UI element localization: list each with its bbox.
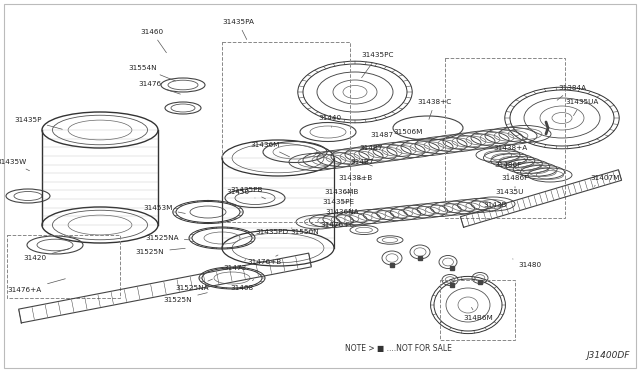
Text: 31486F: 31486F — [501, 175, 529, 188]
Text: 31435PE: 31435PE — [322, 199, 354, 205]
Text: 31435PC: 31435PC — [362, 52, 394, 78]
Text: 31438+C: 31438+C — [418, 99, 452, 119]
Text: 31435UA: 31435UA — [565, 99, 598, 116]
Text: 31506M: 31506M — [394, 129, 422, 140]
Text: 31453M: 31453M — [143, 205, 185, 214]
Text: 31436MB: 31436MB — [325, 189, 359, 195]
Text: 31554N: 31554N — [129, 65, 175, 81]
Text: 31476: 31476 — [138, 81, 180, 94]
Text: 31420: 31420 — [24, 249, 69, 261]
Text: 31476+C: 31476+C — [321, 222, 355, 228]
Text: 31438+B: 31438+B — [339, 175, 373, 181]
Text: 31476+A: 31476+A — [8, 279, 65, 293]
Text: 31440: 31440 — [319, 115, 342, 127]
Text: 314B6M: 314B6M — [463, 307, 493, 321]
Text: 314B7: 314B7 — [350, 159, 374, 166]
Text: 314B7: 314B7 — [359, 145, 383, 155]
Bar — [445, 58, 565, 218]
Text: J31400DF: J31400DF — [587, 350, 630, 359]
Text: 31473: 31473 — [223, 260, 246, 271]
Text: 31435PD: 31435PD — [255, 228, 292, 235]
Bar — [440, 280, 515, 340]
Text: 31525NA: 31525NA — [145, 235, 189, 241]
Text: 31436M: 31436M — [250, 142, 289, 157]
Text: 31525NA: 31525NA — [175, 279, 212, 291]
Text: 31486F: 31486F — [494, 162, 522, 175]
Text: 31435W: 31435W — [0, 159, 29, 171]
Text: 31407M: 31407M — [590, 175, 620, 186]
Bar — [7, 235, 120, 298]
Text: 31550N: 31550N — [291, 229, 319, 235]
Text: 31460: 31460 — [140, 29, 166, 53]
Text: 31525N: 31525N — [136, 248, 185, 255]
Text: 31480: 31480 — [513, 259, 541, 268]
Text: NOTE > ■ ....NOT FOR SALE: NOTE > ■ ....NOT FOR SALE — [345, 343, 452, 353]
Text: 31476+B: 31476+B — [248, 255, 282, 265]
Text: 31435U: 31435U — [496, 189, 524, 195]
Text: 31525N: 31525N — [164, 293, 207, 303]
Text: 31438+A: 31438+A — [494, 145, 528, 156]
Text: 31435PB: 31435PB — [231, 187, 266, 199]
Bar — [222, 42, 350, 222]
Text: 31435PA: 31435PA — [222, 19, 254, 39]
Text: 31436NA: 31436NA — [325, 209, 359, 215]
Text: 31487: 31487 — [371, 132, 395, 143]
Text: 31384A: 31384A — [557, 85, 586, 100]
Text: 3143B: 3143B — [483, 202, 507, 212]
Text: 31435P: 31435P — [14, 117, 62, 129]
Text: 31468: 31468 — [230, 280, 253, 291]
Text: 31450: 31450 — [227, 189, 255, 198]
